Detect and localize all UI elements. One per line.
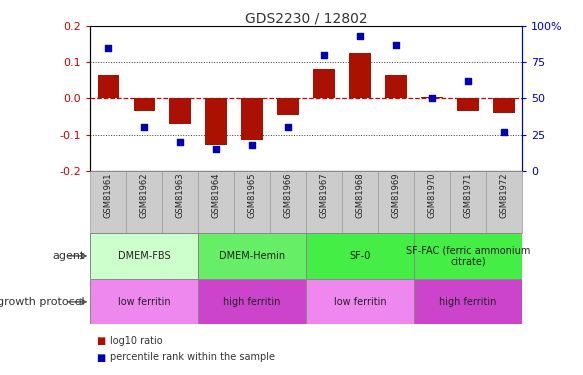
Text: log10 ratio: log10 ratio [110,336,162,346]
Bar [313,69,335,99]
Text: GSM81963: GSM81963 [175,172,185,218]
Bar [198,171,234,232]
Text: agent: agent [52,251,85,261]
Bar [97,75,119,99]
Bar [90,171,127,232]
Text: low ferritin: low ferritin [333,297,387,307]
Bar [234,171,270,232]
Bar [486,171,522,232]
Bar [198,279,306,324]
Bar [450,171,486,232]
Bar [385,75,407,99]
Text: GSM81962: GSM81962 [140,172,149,218]
Bar [278,99,299,115]
Bar [306,232,414,279]
Text: GSM81970: GSM81970 [427,172,437,218]
Text: high ferritin: high ferritin [223,297,281,307]
Text: GSM81965: GSM81965 [248,172,257,218]
Bar [198,232,306,279]
Text: SF-FAC (ferric ammonium
citrate): SF-FAC (ferric ammonium citrate) [406,245,530,267]
Point [391,42,401,48]
Text: GSM81964: GSM81964 [212,172,221,218]
Text: GSM81966: GSM81966 [283,172,293,218]
Text: ■: ■ [96,352,106,363]
Point [212,146,221,152]
Point [175,139,185,145]
Point [427,96,437,102]
Bar [90,232,198,279]
Text: GSM81961: GSM81961 [104,172,113,218]
Point [139,124,149,130]
Text: SF-0: SF-0 [349,251,371,261]
Bar [349,53,371,99]
Bar [342,171,378,232]
Text: DMEM-FBS: DMEM-FBS [118,251,171,261]
Text: percentile rank within the sample: percentile rank within the sample [110,352,275,363]
Bar [90,279,198,324]
Text: GSM81971: GSM81971 [463,172,472,218]
Point [463,78,472,84]
Title: GDS2230 / 12802: GDS2230 / 12802 [245,11,367,25]
Text: low ferritin: low ferritin [118,297,171,307]
Text: GSM81969: GSM81969 [391,172,401,218]
Bar [493,99,515,113]
Bar [306,171,342,232]
Bar [306,279,414,324]
Bar [241,99,263,140]
Text: GSM81968: GSM81968 [356,172,364,218]
Bar [270,171,306,232]
Point [104,45,113,51]
Point [283,124,293,130]
Text: ■: ■ [96,336,106,346]
Point [247,142,257,148]
Bar [421,97,442,99]
Point [319,52,329,58]
Bar [378,171,414,232]
Bar [414,171,450,232]
Point [499,129,508,135]
Text: GSM81967: GSM81967 [319,172,329,218]
Bar [205,99,227,146]
Bar [134,99,155,111]
Bar [170,99,191,124]
Bar [457,99,479,111]
Bar [162,171,198,232]
Bar [127,171,162,232]
Bar [414,232,522,279]
Point [355,33,365,39]
Text: GSM81972: GSM81972 [499,172,508,218]
Text: high ferritin: high ferritin [439,297,497,307]
Text: growth protocol: growth protocol [0,297,85,307]
Bar [414,279,522,324]
Text: DMEM-Hemin: DMEM-Hemin [219,251,285,261]
